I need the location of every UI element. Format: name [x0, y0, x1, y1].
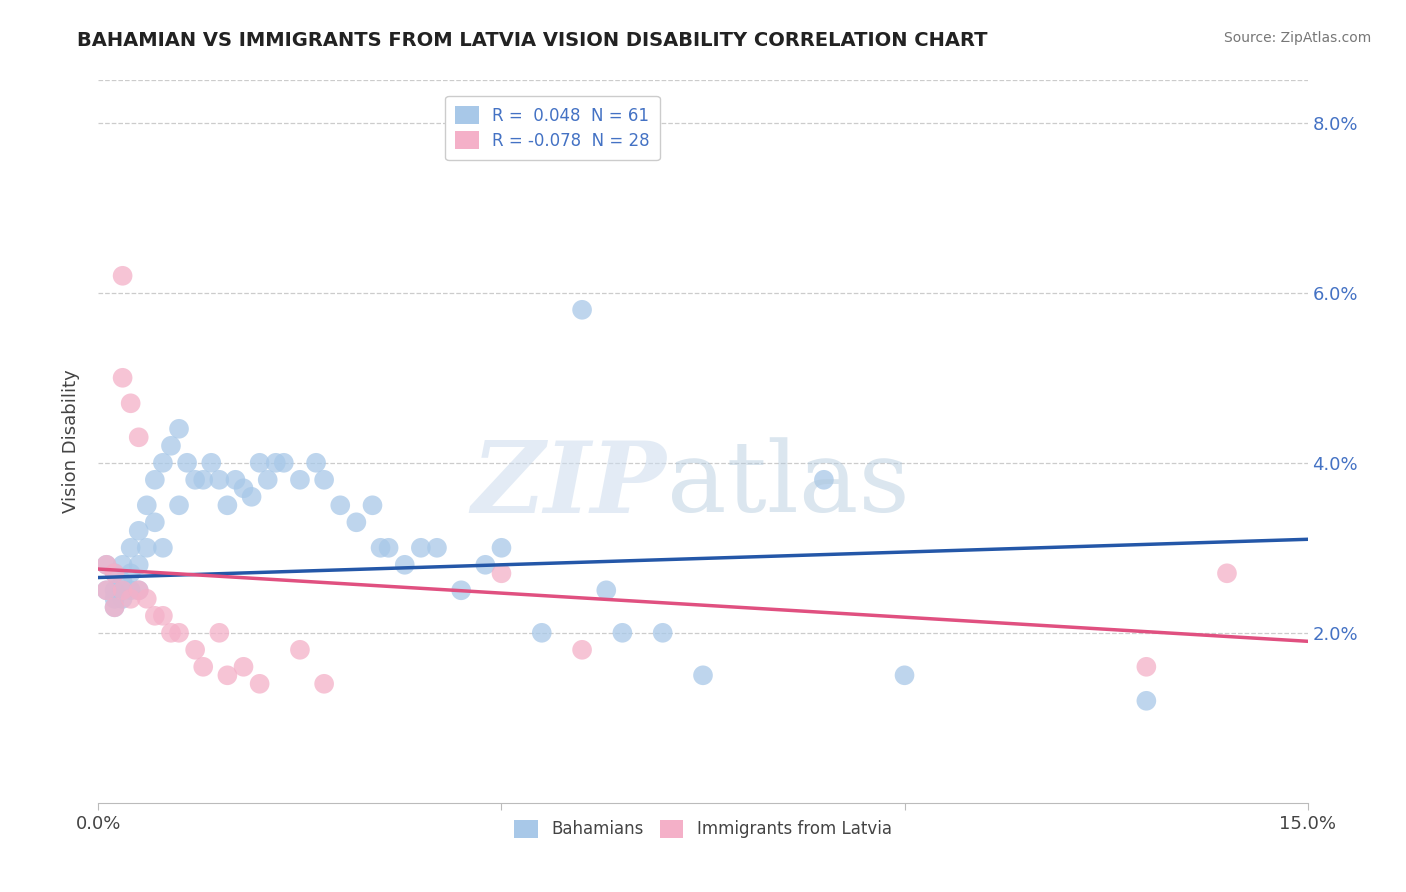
Point	[240, 490, 263, 504]
Point	[128, 430, 150, 444]
Point	[111, 583, 134, 598]
Point	[103, 600, 125, 615]
Point	[120, 541, 142, 555]
Point	[152, 608, 174, 623]
Point	[111, 268, 134, 283]
Point	[135, 591, 157, 606]
Point	[305, 456, 328, 470]
Point	[184, 473, 207, 487]
Point	[232, 481, 254, 495]
Point	[96, 583, 118, 598]
Point	[344, 516, 367, 530]
Point	[152, 456, 174, 470]
Point	[160, 625, 183, 640]
Point	[1135, 660, 1157, 674]
Point	[314, 677, 336, 691]
Point	[111, 591, 134, 606]
Point	[273, 456, 295, 470]
Point	[288, 473, 311, 487]
Point	[103, 583, 125, 598]
Point	[143, 516, 166, 530]
Point	[208, 625, 231, 640]
Point	[249, 677, 271, 691]
Text: Source: ZipAtlas.com: Source: ZipAtlas.com	[1223, 31, 1371, 45]
Point	[167, 422, 190, 436]
Point	[217, 498, 239, 512]
Point	[314, 473, 336, 487]
Point	[160, 439, 183, 453]
Point	[111, 574, 134, 589]
Point	[96, 558, 118, 572]
Point	[361, 498, 384, 512]
Point	[128, 583, 150, 598]
Point	[377, 541, 399, 555]
Point	[409, 541, 432, 555]
Point	[651, 625, 673, 640]
Point	[595, 583, 617, 598]
Point	[394, 558, 416, 572]
Point	[111, 558, 134, 572]
Point	[167, 498, 190, 512]
Point	[152, 541, 174, 555]
Point	[426, 541, 449, 555]
Point	[329, 498, 352, 512]
Point	[370, 541, 392, 555]
Point	[208, 473, 231, 487]
Point	[474, 558, 496, 572]
Point	[571, 642, 593, 657]
Point	[530, 625, 553, 640]
Point	[184, 642, 207, 657]
Point	[96, 558, 118, 572]
Point	[193, 473, 215, 487]
Point	[1135, 694, 1157, 708]
Text: ZIP: ZIP	[472, 437, 666, 533]
Point	[128, 558, 150, 572]
Point	[692, 668, 714, 682]
Point	[193, 660, 215, 674]
Point	[264, 456, 287, 470]
Point	[135, 541, 157, 555]
Point	[135, 498, 157, 512]
Point	[167, 625, 190, 640]
Point	[120, 583, 142, 598]
Point	[143, 608, 166, 623]
Point	[249, 456, 271, 470]
Point	[217, 668, 239, 682]
Point	[128, 583, 150, 598]
Point	[612, 625, 634, 640]
Point	[120, 566, 142, 581]
Point	[111, 371, 134, 385]
Point	[224, 473, 246, 487]
Point	[111, 583, 134, 598]
Text: BAHAMIAN VS IMMIGRANTS FROM LATVIA VISION DISABILITY CORRELATION CHART: BAHAMIAN VS IMMIGRANTS FROM LATVIA VISIO…	[77, 31, 988, 50]
Point	[96, 583, 118, 598]
Point	[491, 541, 513, 555]
Point	[103, 566, 125, 581]
Point	[288, 642, 311, 657]
Point	[103, 600, 125, 615]
Y-axis label: Vision Disability: Vision Disability	[62, 369, 80, 514]
Point	[571, 302, 593, 317]
Point	[128, 524, 150, 538]
Point	[813, 473, 835, 487]
Point	[200, 456, 222, 470]
Point	[232, 660, 254, 674]
Point	[176, 456, 198, 470]
Text: atlas: atlas	[666, 437, 910, 533]
Legend: Bahamians, Immigrants from Latvia: Bahamians, Immigrants from Latvia	[508, 813, 898, 845]
Point	[120, 396, 142, 410]
Point	[256, 473, 278, 487]
Point	[103, 591, 125, 606]
Point	[103, 566, 125, 581]
Point	[491, 566, 513, 581]
Point	[1216, 566, 1239, 581]
Point	[450, 583, 472, 598]
Point	[893, 668, 915, 682]
Point	[120, 591, 142, 606]
Point	[143, 473, 166, 487]
